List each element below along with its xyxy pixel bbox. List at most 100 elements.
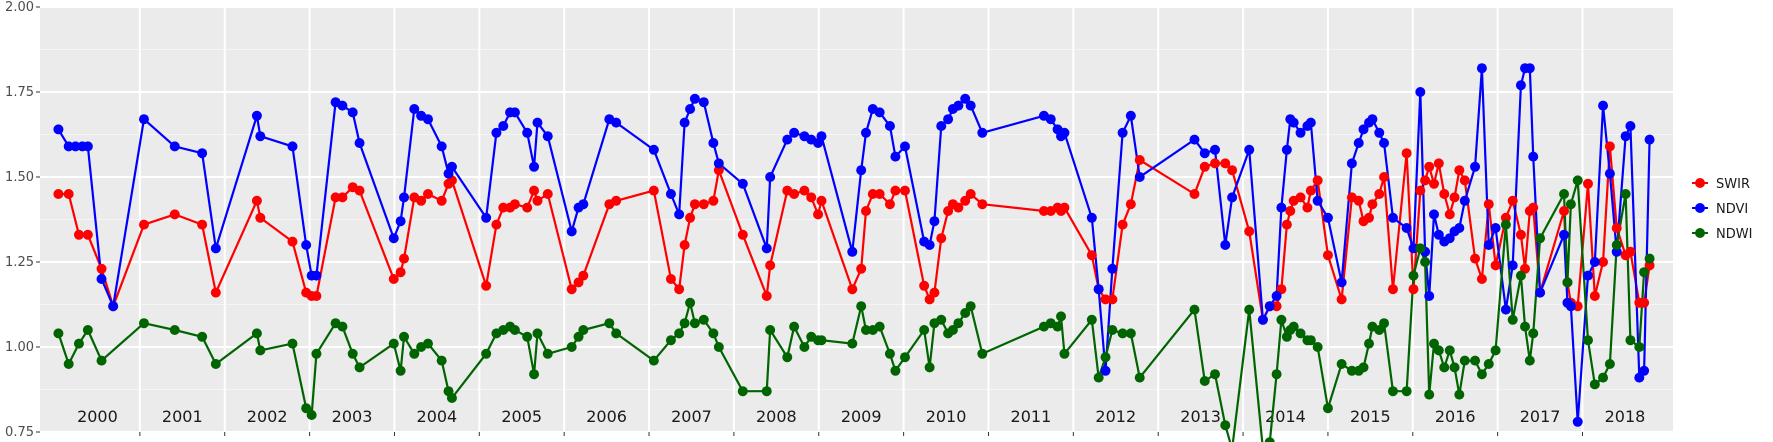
data-point-swir xyxy=(1625,246,1636,257)
data-point-swir xyxy=(1611,223,1622,233)
data-point-ndvi xyxy=(1524,63,1535,74)
data-point-ndwi xyxy=(1439,362,1450,373)
data-point-ndwi xyxy=(1244,304,1255,315)
data-point-swir xyxy=(1107,294,1118,305)
data-point-ndvi xyxy=(884,121,895,131)
data-point-swir xyxy=(929,287,940,298)
data-point-ndwi xyxy=(73,338,84,349)
data-point-swir xyxy=(1336,294,1347,305)
year-label: 2015 xyxy=(1350,407,1391,426)
data-point-ndwi xyxy=(306,410,317,420)
data-point-swir xyxy=(138,219,149,230)
data-point-ndwi xyxy=(860,325,871,335)
data-point-ndvi xyxy=(388,233,399,244)
data-point-swir xyxy=(416,195,427,206)
data-point-ndwi xyxy=(542,348,553,359)
data-point-ndwi xyxy=(301,403,312,414)
data-point-ndwi xyxy=(138,318,149,329)
data-point-ndwi xyxy=(1520,321,1531,332)
data-point-swir xyxy=(1220,158,1231,169)
data-point-ndwi xyxy=(1644,253,1655,264)
legend-label-ndwi: NDWI xyxy=(1716,227,1752,242)
year-label: 2013 xyxy=(1180,407,1221,426)
data-point-ndwi xyxy=(1483,359,1494,369)
data-point-swir xyxy=(665,274,676,284)
data-point-ndvi xyxy=(761,243,772,254)
data-point-swir xyxy=(1424,161,1435,172)
data-point-swir xyxy=(1363,212,1374,223)
data-point-swir xyxy=(1281,219,1292,230)
data-point-swir xyxy=(509,199,520,210)
data-point-swir xyxy=(813,209,824,220)
data-point-swir xyxy=(1572,301,1583,312)
data-point-ndvi xyxy=(1379,138,1390,148)
data-point-ndvi xyxy=(1107,263,1118,274)
data-point-ndwi xyxy=(674,328,685,339)
data-point-ndwi xyxy=(532,328,543,339)
data-point-ndwi xyxy=(566,342,577,352)
y-tick-label: 2.00 xyxy=(5,0,34,15)
data-point-swir xyxy=(1490,260,1501,271)
data-point-ndvi xyxy=(765,172,776,182)
data-point-ndvi xyxy=(63,141,74,152)
data-point-ndwi xyxy=(1565,199,1576,210)
data-point-swir xyxy=(422,189,433,199)
data-point-swir xyxy=(251,195,262,206)
data-point-ndwi xyxy=(899,352,910,363)
data-point-ndwi xyxy=(919,325,930,335)
data-point-ndvi xyxy=(1408,243,1419,254)
data-point-ndwi xyxy=(1515,270,1526,281)
data-point-ndwi xyxy=(1387,386,1398,397)
year-labels: 2000 2001 2002 2003 2004 2005 2006 2007 2008 2009… xyxy=(77,407,1645,426)
data-point-ndvi xyxy=(287,141,298,152)
data-point-ndwi xyxy=(1490,345,1501,356)
data-point-ndwi xyxy=(679,318,690,329)
data-point-swir xyxy=(1125,199,1136,210)
data-point-swir xyxy=(354,185,365,196)
data-point-swir xyxy=(1483,199,1494,210)
data-point-ndvi xyxy=(354,138,365,148)
data-point-ndwi xyxy=(1220,420,1231,431)
data-point-ndwi xyxy=(1528,328,1539,339)
data-point-ndvi xyxy=(674,209,685,220)
data-point-ndvi xyxy=(1281,144,1292,155)
data-point-swir xyxy=(867,189,878,199)
data-point-swir xyxy=(1086,250,1097,261)
data-point-ndvi xyxy=(1264,301,1275,312)
data-point-ndwi xyxy=(611,328,622,339)
data-point-swir xyxy=(965,189,976,199)
data-point-ndvi xyxy=(395,216,406,227)
data-point-ndwi xyxy=(388,338,399,349)
data-point-ndvi xyxy=(70,141,81,152)
data-point-swir xyxy=(1374,189,1385,199)
data-point-ndvi xyxy=(1433,229,1444,240)
y-tick-label: 1.75 xyxy=(5,85,34,100)
data-point-ndwi xyxy=(1634,342,1645,352)
y-tick-label: 1.00 xyxy=(5,340,34,355)
data-point-ndvi xyxy=(1045,114,1056,125)
data-point-ndwi xyxy=(509,325,520,335)
data-point-ndvi xyxy=(924,240,935,250)
data-point-ndwi xyxy=(816,335,827,346)
data-point-ndvi xyxy=(856,165,867,176)
data-point-ndvi xyxy=(1483,240,1494,250)
data-point-ndvi xyxy=(1336,277,1347,288)
data-point-swir xyxy=(1189,189,1200,199)
data-point-ndvi xyxy=(108,301,119,312)
data-point-swir xyxy=(337,192,348,203)
data-point-ndwi xyxy=(1535,233,1546,244)
data-point-ndvi xyxy=(422,114,433,125)
data-point-ndwi xyxy=(1093,372,1104,383)
data-point-swir xyxy=(1353,195,1364,206)
data-point-ndvi xyxy=(1358,124,1369,135)
data-point-ndvi xyxy=(1059,127,1070,138)
data-point-ndvi xyxy=(1582,270,1593,281)
data-point-ndwi xyxy=(737,386,748,397)
data-point-ndvi xyxy=(1086,212,1097,223)
legend-label-swir: SWIR xyxy=(1716,177,1750,192)
data-point-swir xyxy=(611,195,622,206)
data-point-ndwi xyxy=(874,321,885,332)
data-point-swir xyxy=(1559,206,1570,216)
data-point-ndvi xyxy=(53,124,64,135)
data-point-ndwi xyxy=(311,348,322,359)
